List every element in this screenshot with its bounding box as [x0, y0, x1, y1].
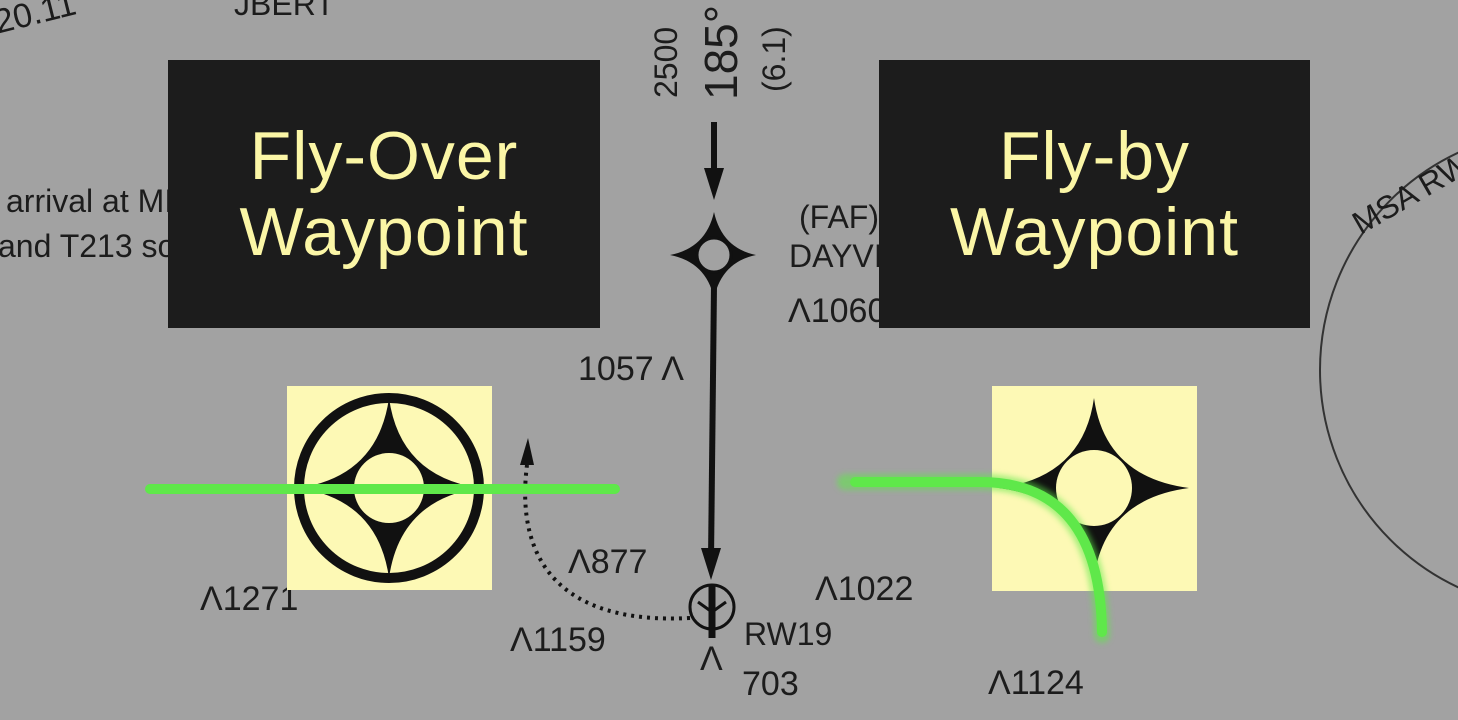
obstacle-icon: Λ [988, 664, 1011, 702]
fly-by-waypoint-icon [999, 398, 1189, 578]
runway-label: RW19 [744, 616, 833, 652]
missed-approach-arrow-icon [520, 438, 534, 465]
msa-circle [1319, 151, 1458, 589]
obstacle-icon: Λ [788, 292, 811, 330]
fly-over-title: Fly-Over [249, 118, 519, 194]
obstacle-icon: Λ [510, 621, 533, 659]
fly-over-title-panel: Fly-Over Waypoint [168, 60, 600, 328]
obstacle-icon: Λ [200, 580, 223, 618]
fly-by-title: Fly-by [998, 118, 1191, 194]
inbound-arrow-icon [704, 168, 724, 200]
obstacle-icon: Λ [661, 350, 684, 388]
runway-threshold-icon [688, 583, 736, 638]
chart-fragment-top: JBERT [234, 0, 335, 22]
faf-name: DAYVI [789, 238, 883, 274]
obstacle-1060: Λ1060 [788, 292, 887, 330]
obstacle-1022: Λ1022 [815, 570, 914, 608]
fly-by-title-panel: Fly-by Waypoint [879, 60, 1310, 328]
obstacle-703: 703 [742, 665, 799, 703]
faf-label: (FAF) [799, 199, 879, 235]
final-arrow-icon [701, 548, 721, 580]
obstacle-1124: Λ1124 [988, 664, 1084, 702]
fly-by-path [837, 474, 1110, 643]
obstacle-icon: Λ [568, 543, 591, 581]
fly-by-subtitle: Waypoint [950, 194, 1239, 270]
obstacle-877: Λ877 [568, 543, 648, 581]
obstacle-1159: Λ1159 [510, 621, 606, 659]
waypoint-star-icon [670, 212, 756, 298]
obstacle-1057: 1057 Λ [578, 350, 684, 388]
obstacle-icon: Λ [815, 570, 838, 608]
fly-over-subtitle: Waypoint [239, 194, 529, 270]
obstacle-1271: Λ1271 [200, 580, 299, 618]
obstacle-703-icon: Λ [700, 640, 723, 678]
final-course-line [708, 284, 717, 561]
missed-approach-path [523, 464, 691, 621]
